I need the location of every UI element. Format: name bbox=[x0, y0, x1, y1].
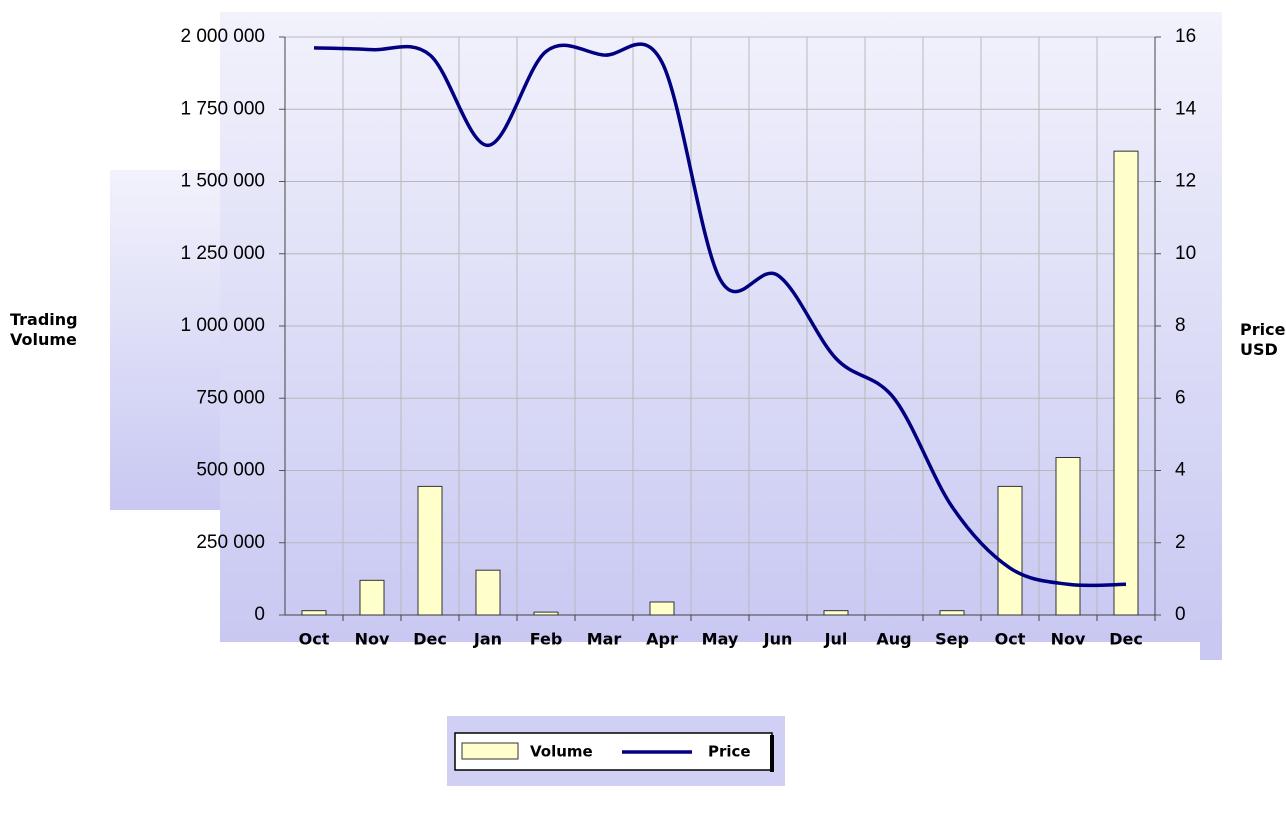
x-tick-label: Jan bbox=[473, 630, 502, 649]
bar bbox=[475, 569, 501, 616]
x-tick-label: Mar bbox=[587, 630, 622, 649]
y2-tick-label: 14 bbox=[1175, 98, 1197, 119]
x-tick-label: Feb bbox=[530, 630, 563, 649]
y2-tick-label: 4 bbox=[1175, 460, 1186, 481]
y2-tick-label: 2 bbox=[1175, 532, 1186, 553]
y-tick-label: 500 000 bbox=[196, 460, 265, 481]
y-tick-label: 1 750 000 bbox=[180, 98, 265, 119]
bar bbox=[1113, 150, 1139, 616]
bar bbox=[649, 601, 675, 616]
y-tick-label: 250 000 bbox=[196, 532, 265, 553]
y-tick-label: 1 250 000 bbox=[180, 243, 265, 264]
x-tick-label: Sep bbox=[935, 630, 969, 649]
x-tick-label: Dec bbox=[1109, 630, 1143, 649]
y2-axis-title: Price USD bbox=[1240, 320, 1286, 359]
bar bbox=[417, 485, 443, 616]
background bbox=[1200, 620, 1222, 660]
y-axis-title: Trading Volume bbox=[10, 310, 78, 349]
y2-tick-label: 10 bbox=[1175, 243, 1196, 264]
bar bbox=[939, 610, 965, 616]
y2-tick-label: 8 bbox=[1175, 315, 1186, 336]
legend-swatch bbox=[461, 742, 519, 760]
x-tick-label: Aug bbox=[876, 630, 911, 649]
x-tick-label: Jun bbox=[763, 630, 793, 649]
y2-tick-label: 12 bbox=[1175, 171, 1196, 192]
background bbox=[220, 12, 1222, 642]
x-tick-label: Oct bbox=[995, 630, 1026, 649]
legend-label: Price bbox=[708, 743, 751, 761]
y2-tick-label: 0 bbox=[1175, 604, 1186, 625]
legend-label: Volume bbox=[530, 743, 593, 761]
bar bbox=[1055, 456, 1081, 616]
price-line bbox=[313, 42, 1127, 588]
bar bbox=[823, 610, 849, 616]
x-tick-label: May bbox=[702, 630, 739, 649]
y-tick-label: 750 000 bbox=[196, 387, 265, 408]
y-tick-label: 1 500 000 bbox=[180, 171, 265, 192]
x-tick-label: Nov bbox=[355, 630, 390, 649]
y-tick-label: 2 000 000 bbox=[180, 26, 265, 47]
x-tick-label: Jul bbox=[824, 630, 848, 649]
x-tick-label: Oct bbox=[299, 630, 330, 649]
y-tick-label: 1 000 000 bbox=[180, 315, 265, 336]
x-tick-label: Dec bbox=[413, 630, 447, 649]
y2-tick-label: 16 bbox=[1175, 26, 1196, 47]
y2-tick-label: 6 bbox=[1175, 387, 1186, 408]
bar bbox=[997, 485, 1023, 616]
x-tick-label: Apr bbox=[646, 630, 678, 649]
background bbox=[110, 170, 230, 510]
bar bbox=[533, 611, 559, 616]
x-tick-label: Nov bbox=[1051, 630, 1086, 649]
y-tick-label: 0 bbox=[254, 604, 265, 625]
bar bbox=[359, 579, 385, 616]
bar bbox=[301, 610, 327, 616]
